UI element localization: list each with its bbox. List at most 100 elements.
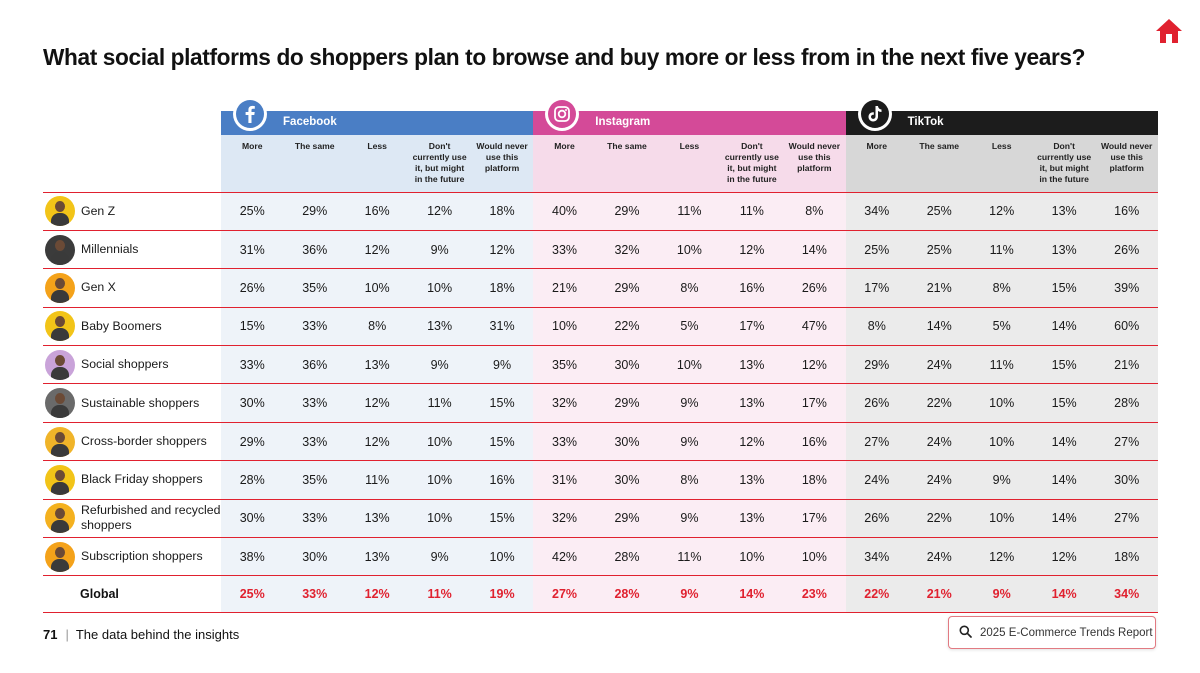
table-cell: 12% [783, 345, 846, 384]
table-cell: 14% [1032, 575, 1096, 614]
table-cell: 13% [720, 383, 784, 423]
table-cell: 29% [845, 345, 909, 384]
table-cell: 10% [783, 537, 846, 576]
home-icon[interactable] [1154, 16, 1184, 46]
row-label: Subscription shoppers [81, 549, 203, 564]
table-cell: 38% [221, 537, 284, 576]
table-cell: 33% [221, 345, 284, 384]
table-cell: 12% [345, 575, 409, 614]
table-cell: 28% [595, 575, 659, 614]
avatar [45, 426, 75, 457]
table-cell: 28% [221, 460, 284, 500]
table-cell: 11% [658, 537, 721, 576]
table-cell: 40% [533, 191, 596, 231]
table-cell: 33% [283, 498, 346, 538]
table-cell: 14% [783, 229, 846, 269]
column-header-facebook: Less [345, 135, 409, 192]
table-cell: 36% [283, 229, 346, 269]
table-cell: 34% [845, 537, 909, 576]
avatar [45, 234, 75, 265]
table-cell: 22% [845, 575, 909, 614]
table-cell: 31% [221, 229, 284, 269]
table-cell: 33% [283, 575, 346, 614]
table-cell: 15% [470, 498, 534, 538]
table-cell: 10% [345, 268, 409, 308]
row-label: Global [43, 575, 222, 614]
table-cell: 12% [408, 191, 471, 231]
table-cell: 26% [845, 383, 909, 423]
avatar [45, 388, 75, 419]
table-cell: 26% [845, 498, 909, 538]
table-cell: 14% [1032, 498, 1096, 538]
table-cell: 10% [408, 268, 471, 308]
table-cell: 5% [970, 306, 1033, 346]
table-cell: 9% [658, 421, 721, 461]
table-cell: 8% [658, 268, 721, 308]
row-label: Social shoppers [81, 357, 169, 372]
table-cell: 12% [1032, 537, 1096, 576]
table-cell: 21% [1095, 345, 1158, 384]
table-cell: 32% [533, 383, 596, 423]
column-header-instagram: The same [595, 135, 659, 192]
table-row: Social shoppers 33% 36% 13% 9% 9% 35% 30% 10% 13%… [43, 345, 1158, 384]
column-header-tiktok: More [845, 135, 909, 192]
table-cell: 18% [470, 268, 534, 308]
table-cell: 25% [221, 191, 284, 231]
table-cell: 34% [1095, 575, 1158, 614]
table-cell: 25% [221, 575, 284, 614]
table-cell: 32% [595, 229, 659, 269]
table-cell: 16% [345, 191, 409, 231]
table-cell: 29% [595, 268, 659, 308]
table-cell: 47% [783, 306, 846, 346]
platform-name-instagram: Instagram [595, 116, 651, 128]
table-cell: 14% [720, 575, 784, 614]
table-cell: 15% [1032, 268, 1096, 308]
table-cell: 17% [783, 383, 846, 423]
table-row: Gen X 26% 35% 10% 10% 18% 21% 29% 8% 16% 26% 17% 21%… [43, 268, 1158, 308]
row-label: Millennials [81, 242, 139, 257]
table-cell: 24% [908, 345, 971, 384]
table-cell: 30% [595, 421, 659, 461]
table-cell: 31% [533, 460, 596, 500]
table-cell: 13% [345, 537, 409, 576]
table-cell: 42% [533, 537, 596, 576]
table-cell: 27% [1095, 421, 1158, 461]
row-label: Cross-border shoppers [81, 434, 207, 449]
table-cell: 34% [845, 191, 909, 231]
global-row: Global 25% 33% 12% 11% 19% 27% 28% 9% 14% 23% 22% 21… [43, 575, 1158, 614]
table-cell: 9% [658, 498, 721, 538]
table-cell: 18% [783, 460, 846, 500]
table-cell: 30% [283, 537, 346, 576]
table-cell: 9% [658, 575, 721, 614]
table-row: Black Friday shoppers 28% 35% 11% 10% 16% 31% 3… [43, 460, 1158, 500]
table-cell: 10% [408, 421, 471, 461]
row-label: Gen X [81, 280, 116, 295]
table-cell: 14% [1032, 460, 1096, 500]
table-cell: 27% [533, 575, 596, 614]
table-cell: 10% [658, 345, 721, 384]
row-label: Refurbished and recycled shoppers [81, 503, 221, 533]
table-cell: 35% [283, 268, 346, 308]
table-cell: 11% [345, 460, 409, 500]
table-cell: 35% [533, 345, 596, 384]
table-cell: 19% [470, 575, 534, 614]
table-cell: 10% [408, 460, 471, 500]
table-cell: 16% [1095, 191, 1158, 231]
report-button[interactable]: 2025 E-Commerce Trends Report [948, 616, 1156, 649]
table-cell: 15% [1032, 383, 1096, 423]
table-cell: 12% [720, 229, 784, 269]
table-cell: 21% [533, 268, 596, 308]
avatar [45, 503, 75, 534]
table-cell: 14% [1032, 306, 1096, 346]
table-cell: 8% [845, 306, 909, 346]
survey-table: Facebook Instagram [43, 97, 1158, 614]
table-cell: 33% [283, 383, 346, 423]
table-cell: 14% [908, 306, 971, 346]
page-footer: 71 | The data behind the insights [43, 627, 239, 642]
table-cell: 60% [1095, 306, 1158, 346]
table-cell: 22% [908, 498, 971, 538]
table-cell: 16% [470, 460, 534, 500]
report-button-label: 2025 E-Commerce Trends Report [980, 626, 1153, 639]
table-cell: 22% [595, 306, 659, 346]
table-cell: 11% [408, 575, 471, 614]
